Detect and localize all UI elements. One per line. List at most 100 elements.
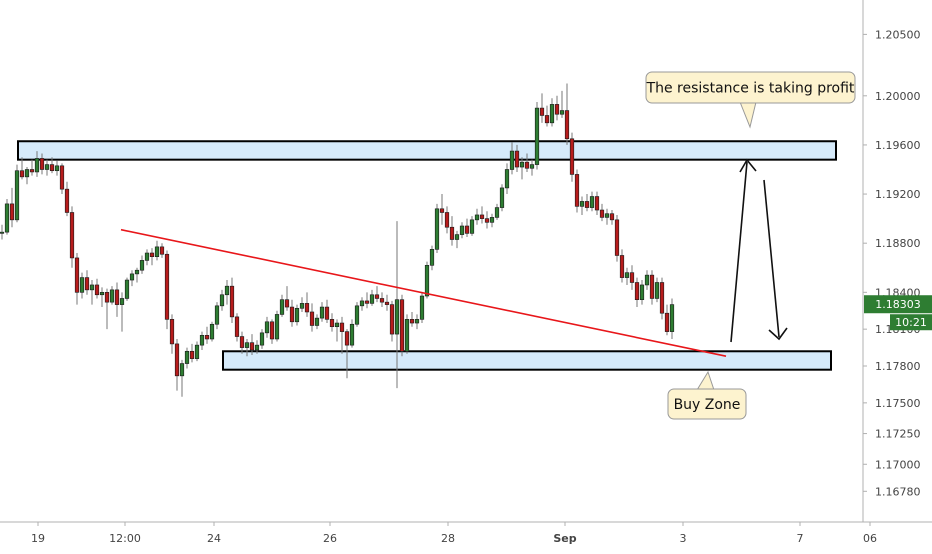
overlays: The resistance is taking profit Buy Zone 1…	[120, 71, 932, 420]
candle-down	[409, 319, 415, 324]
candle-up	[454, 234, 460, 240]
candle-down	[189, 350, 195, 359]
arrow-head-down-icon	[768, 327, 788, 341]
candle-up	[154, 246, 160, 258]
candle-up	[504, 169, 510, 189]
candle-down	[479, 214, 485, 219]
candle-up	[474, 214, 480, 221]
buy-zone-zone[interactable]	[222, 350, 832, 371]
candle-down	[324, 306, 330, 320]
candle-down	[64, 188, 70, 213]
candle-up	[254, 344, 260, 351]
resistance-callout-tail	[739, 101, 757, 129]
y-tick-label: 1.17250	[875, 428, 921, 441]
candle-down	[304, 303, 310, 313]
candle-down	[284, 299, 290, 308]
candle-up	[99, 292, 105, 296]
candle-up	[499, 187, 505, 208]
candle-up	[219, 294, 225, 307]
candle-down	[544, 115, 550, 124]
candle-up	[459, 225, 465, 235]
candle-up	[319, 306, 325, 319]
candle-down	[389, 304, 395, 335]
candle-up	[589, 196, 595, 208]
x-tick-label: 7	[797, 532, 804, 545]
candle-up	[79, 277, 85, 293]
candle-down	[309, 311, 315, 326]
candle-down	[399, 299, 405, 352]
candle-down	[104, 292, 110, 303]
candle-up	[494, 207, 500, 218]
candle-down	[524, 161, 530, 169]
x-tick-label: 26	[323, 532, 337, 545]
candle-up	[214, 305, 220, 325]
candle-up	[519, 161, 525, 168]
candle-down	[269, 321, 275, 340]
candle-up	[134, 269, 140, 275]
candle-down	[554, 104, 560, 115]
candle-up	[24, 169, 30, 178]
y-tick-label: 1.19600	[875, 139, 921, 152]
candle-down	[159, 246, 165, 255]
candle-up	[244, 342, 250, 348]
candle-up	[429, 249, 435, 266]
candle-up	[314, 317, 320, 326]
candle-up	[624, 272, 630, 278]
y-tick-label: 1.17800	[875, 360, 921, 373]
buy-zone-callout-box	[667, 388, 747, 420]
candle-down	[174, 343, 180, 377]
candle-up	[199, 335, 205, 346]
candle-up	[424, 264, 430, 297]
candle-down	[539, 107, 545, 116]
candle-up	[549, 104, 555, 124]
candle-up	[579, 201, 585, 207]
resistance-callout[interactable]: The resistance is taking profit	[645, 71, 856, 129]
candle-up	[299, 303, 305, 309]
candle-down	[634, 282, 640, 300]
candle-up	[414, 319, 420, 324]
candle-down	[614, 219, 620, 256]
buy-zone-callout[interactable]: Buy Zone	[667, 370, 747, 420]
candle-down	[584, 201, 590, 208]
resistance-zone[interactable]	[17, 140, 837, 161]
candle-up	[669, 304, 675, 332]
candle-down	[204, 335, 210, 340]
candle-down	[619, 255, 625, 278]
candle-up	[124, 279, 130, 299]
arrow-head-up-icon	[739, 158, 757, 173]
y-tick-label: 1.19200	[875, 188, 921, 201]
candle-down	[249, 342, 255, 351]
candle-up	[334, 322, 340, 328]
candle-down	[164, 253, 170, 320]
countdown-bg	[890, 314, 932, 331]
candle-up	[559, 110, 565, 115]
x-tick-label: 12:00	[109, 532, 141, 545]
candles	[0, 83, 675, 397]
candle-up	[0, 231, 5, 234]
y-tick-label: 1.17000	[875, 458, 921, 471]
candle-up	[644, 274, 650, 286]
candle-up	[184, 350, 190, 364]
resistance-callout-text: The resistance is taking profit	[646, 81, 855, 97]
candle-down	[444, 212, 450, 228]
candle-down	[384, 301, 390, 305]
candle-down	[234, 316, 240, 337]
candle-down	[84, 277, 90, 291]
candle-up	[369, 294, 375, 304]
candle-up	[274, 314, 280, 340]
candle-up	[469, 219, 475, 234]
candle-up	[489, 217, 495, 223]
candle-down	[169, 319, 175, 345]
candle-up	[119, 298, 125, 305]
candle-down	[609, 213, 615, 221]
candle-up	[349, 323, 355, 346]
descending-trendline[interactable]	[120, 228, 727, 357]
candle-down	[629, 272, 635, 283]
candle-down	[599, 209, 605, 218]
candle-up	[434, 208, 440, 250]
candle-up	[604, 213, 610, 218]
candle-down	[364, 300, 370, 304]
candle-up	[139, 260, 145, 271]
candle-down	[564, 110, 570, 140]
